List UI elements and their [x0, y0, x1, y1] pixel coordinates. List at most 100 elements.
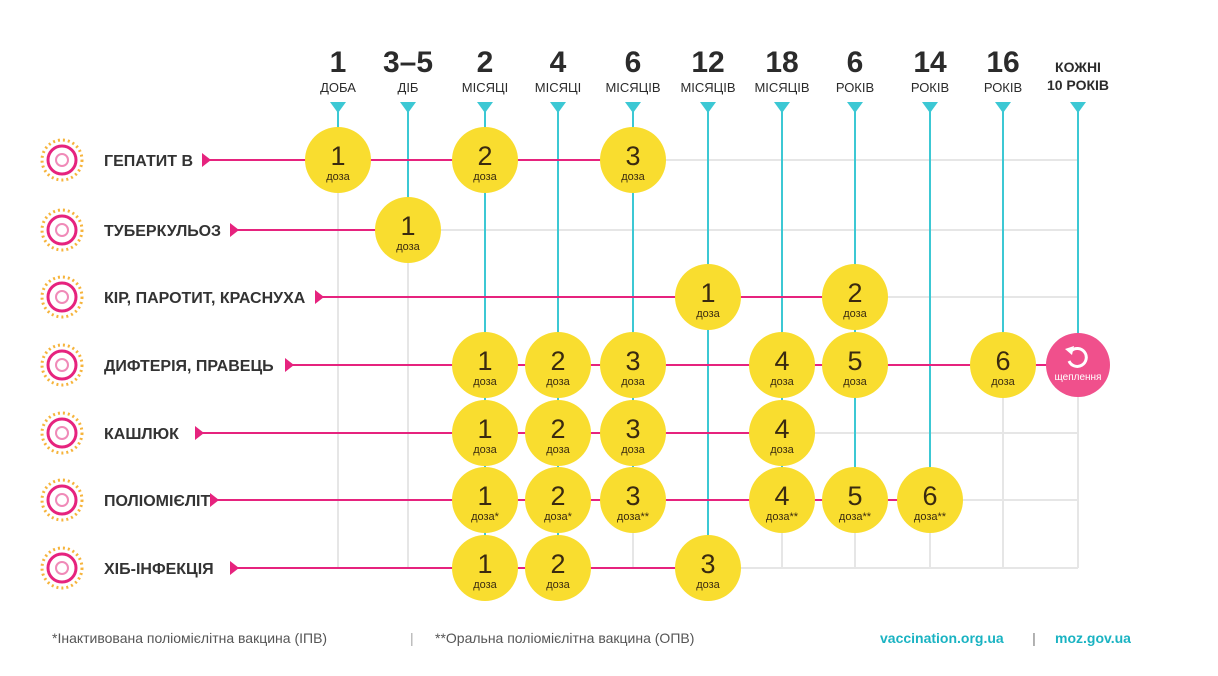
- dose-circle: [525, 400, 591, 466]
- dose-label: доза: [696, 308, 720, 320]
- column-marker-triangle: [1070, 102, 1086, 113]
- dose-label: доза*: [544, 511, 573, 523]
- column-header-unit: ДІБ: [398, 80, 419, 95]
- dose-circle: [749, 332, 815, 398]
- vaccine-name: КІР, ПАРОТИТ, КРАСНУХА: [104, 290, 306, 307]
- dose-circle: [970, 332, 1036, 398]
- column-header-number: 12: [691, 46, 724, 79]
- dose-circle: [525, 332, 591, 398]
- icon-core: [46, 144, 78, 176]
- measles-virus-icon: [40, 275, 84, 319]
- icon-core: [46, 349, 78, 381]
- dose-label: доза**: [766, 511, 799, 523]
- dose-number: 3: [625, 414, 640, 444]
- icon-ring: [40, 411, 84, 455]
- dose-circle: [749, 467, 815, 533]
- column-marker-triangle: [625, 102, 641, 113]
- dose-circle: [305, 127, 371, 193]
- row-marker-triangle: [230, 561, 239, 575]
- vaccine-name: ДИФТЕРІЯ, ПРАВЕЦЬ: [104, 358, 274, 375]
- column-marker-triangle: [774, 102, 790, 113]
- icon-ring: [40, 478, 84, 522]
- dose-footnote-mark: **: [641, 511, 650, 523]
- icon-core: [46, 281, 78, 313]
- column-header-unit: МІСЯЦІВ: [680, 80, 735, 95]
- dose-label: доза**: [617, 511, 650, 523]
- column-marker-triangle: [400, 102, 416, 113]
- icon-core: [46, 214, 78, 246]
- icon-center: [55, 358, 69, 372]
- column-marker-triangle: [330, 102, 346, 113]
- icon-core: [46, 417, 78, 449]
- refresh-arrowhead: [1065, 346, 1074, 355]
- column-header-number: 3–5: [383, 46, 433, 79]
- column-marker-triangle: [550, 102, 566, 113]
- column-header-unit: МІСЯЦІ: [462, 80, 508, 95]
- dose-label: доза: [473, 376, 497, 388]
- column-header-unit: 10 РОКІВ: [1047, 77, 1109, 93]
- dose-circle: [600, 400, 666, 466]
- column-marker-triangle: [922, 102, 938, 113]
- column-header-number: 2: [477, 46, 494, 79]
- dose-number: 2: [550, 346, 565, 376]
- column-marker-triangle: [477, 102, 493, 113]
- link-vaccination-org-ua[interactable]: vaccination.org.ua: [880, 630, 1004, 646]
- dose-footnote-mark: *: [568, 511, 573, 523]
- column-header-unit: МІСЯЦІВ: [754, 80, 809, 95]
- dose-circle: [452, 535, 518, 601]
- dose-label: доза: [843, 376, 867, 388]
- icon-ring: [40, 546, 84, 590]
- dose-circle: [822, 332, 888, 398]
- column-marker-triangle: [995, 102, 1011, 113]
- column-header-unit: МІСЯЦІ: [535, 80, 581, 95]
- column-header-unit: РОКІВ: [836, 80, 874, 95]
- dose-number: 3: [625, 346, 640, 376]
- dose-number: 4: [774, 346, 789, 376]
- dose-label: доза: [546, 376, 570, 388]
- dose-circle: [452, 467, 518, 533]
- column-header: КОЖНІ 10 РОКІВ: [1047, 59, 1109, 113]
- dose-number: 6: [922, 481, 937, 511]
- icon-ring: [40, 275, 84, 319]
- column-header-number: 6: [625, 46, 642, 79]
- row-marker-triangle: [202, 153, 211, 167]
- dose-label: доза: [991, 376, 1015, 388]
- hepatitis-virus-icon: [40, 138, 84, 182]
- dose-circle: [822, 467, 888, 533]
- dose-circle: [452, 400, 518, 466]
- dose-circle: [600, 332, 666, 398]
- dose-label: доза: [473, 444, 497, 456]
- dose-number: 1: [330, 141, 345, 171]
- icon-center: [55, 153, 69, 167]
- dose-label: доза: [770, 376, 794, 388]
- dose-circle: [897, 467, 963, 533]
- column-header-unit: МІСЯЦІВ: [605, 80, 660, 95]
- dose-number: 4: [774, 414, 789, 444]
- dose-number: 2: [550, 481, 565, 511]
- booster-label: щеплення: [1055, 372, 1102, 383]
- icon-core: [46, 484, 78, 516]
- link-moz-gov-ua[interactable]: moz.gov.ua: [1055, 630, 1131, 646]
- dose-label: доза: [770, 444, 794, 456]
- vaccine-name: ПОЛІОМІЄЛІТ: [104, 493, 210, 510]
